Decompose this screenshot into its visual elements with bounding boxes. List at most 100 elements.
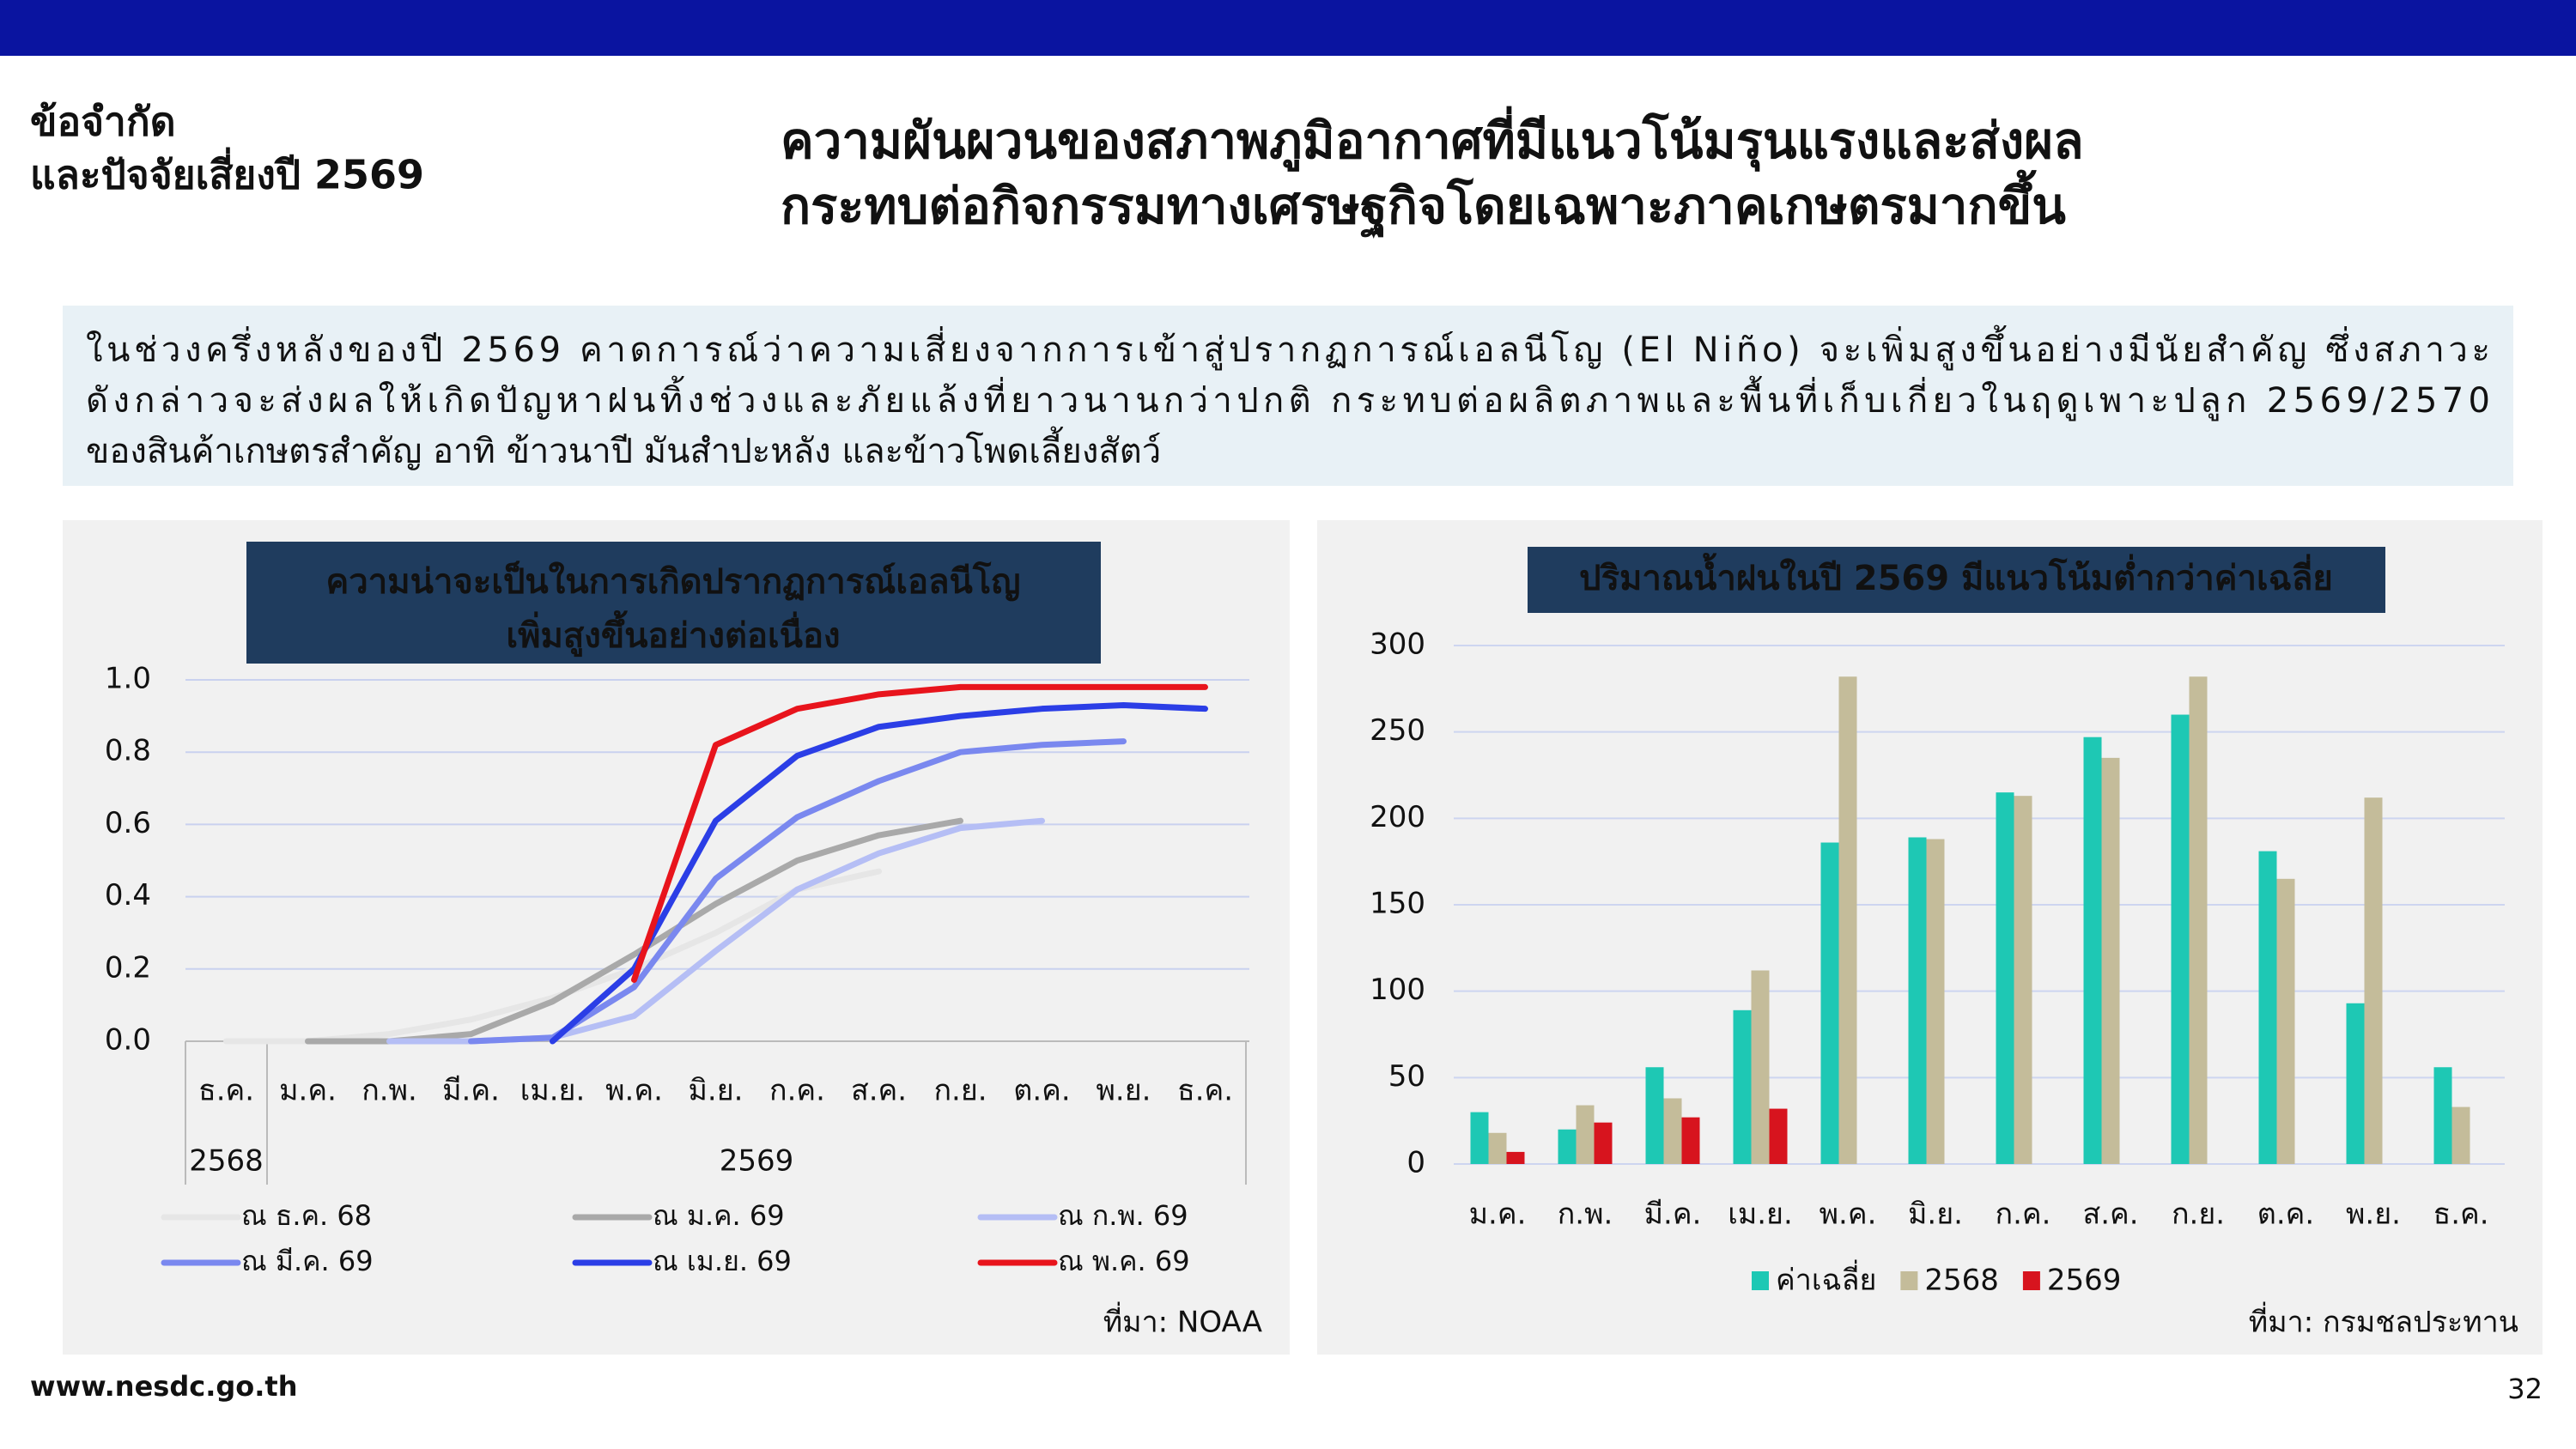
x-group-label: 2568 bbox=[189, 1144, 264, 1179]
chart-source: ที่มา: กรมชลประทาน bbox=[2249, 1302, 2518, 1340]
summary-line: ของสินค้าเกษตรสำคัญ อาทิ ข้าวนาปี มันสำป… bbox=[86, 426, 1161, 471]
bar bbox=[2451, 1106, 2470, 1164]
y-tick-label: 0.0 bbox=[105, 1023, 151, 1058]
bar bbox=[2276, 878, 2295, 1164]
x-tick-label: พ.ค. bbox=[605, 1074, 663, 1108]
x-tick-label: ก.ย. bbox=[933, 1074, 987, 1108]
bar bbox=[1558, 1129, 1577, 1164]
footer-url: www.nesdc.go.th bbox=[30, 1370, 297, 1403]
legend-label: ณ ธ.ค. 68 bbox=[241, 1199, 372, 1232]
bar bbox=[2171, 714, 2190, 1164]
left-title-box bbox=[246, 542, 1101, 664]
bar bbox=[1996, 792, 2014, 1164]
slide-title: ความผันผวนของสภาพภูมิอากาศที่มีแนวโน้มรุ… bbox=[781, 106, 2084, 173]
x-tick-label: ธ.ค. bbox=[198, 1074, 254, 1108]
legend-swatch bbox=[1900, 1271, 1918, 1290]
bar bbox=[1769, 1108, 1788, 1164]
bar bbox=[1908, 837, 1927, 1164]
y-tick-label: 100 bbox=[1370, 973, 1425, 1007]
x-tick-label: เม.ย. bbox=[520, 1074, 586, 1108]
bar bbox=[1663, 1098, 1682, 1164]
bar bbox=[1594, 1122, 1613, 1164]
x-tick-label: ต.ค. bbox=[2257, 1197, 2314, 1232]
x-tick-label: ม.ค. bbox=[279, 1074, 337, 1108]
x-tick-label: เม.ย. bbox=[1728, 1197, 1793, 1232]
y-tick-label: 250 bbox=[1370, 713, 1425, 748]
legend-label: 2569 bbox=[2047, 1264, 2122, 1298]
y-tick-label: 0.8 bbox=[105, 734, 151, 768]
chart-title: เพิ่มสูงขึ้นอย่างต่อเนื่อง bbox=[506, 610, 840, 657]
bar bbox=[2346, 1003, 2365, 1164]
legend-label: ณ มี.ค. 69 bbox=[241, 1245, 374, 1277]
bar bbox=[1488, 1132, 1507, 1164]
x-tick-label: มี.ค. bbox=[1644, 1197, 1702, 1232]
bar bbox=[1506, 1151, 1525, 1164]
summary-box bbox=[63, 306, 2513, 486]
y-tick-label: 300 bbox=[1370, 627, 1425, 662]
x-tick-label: ก.ค. bbox=[769, 1074, 825, 1108]
x-tick-label: ก.พ. bbox=[1558, 1197, 1613, 1232]
y-tick-label: 0.4 bbox=[105, 878, 151, 912]
y-tick-label: 200 bbox=[1370, 800, 1425, 834]
y-tick-label: 0.2 bbox=[105, 950, 151, 985]
summary-line: ดังกล่าวจะส่งผลให้เกิดปัญหาฝนทิ้งช่วงและ… bbox=[86, 375, 2490, 421]
bar bbox=[2014, 796, 2032, 1164]
top-band bbox=[0, 0, 2576, 56]
x-tick-label: มิ.ย. bbox=[689, 1074, 744, 1108]
x-tick-label: ม.ค. bbox=[1469, 1197, 1527, 1232]
y-tick-label: 50 bbox=[1388, 1059, 1425, 1094]
bar bbox=[2101, 757, 2120, 1164]
x-tick-label: ธ.ค. bbox=[1177, 1074, 1233, 1108]
legend-swatch bbox=[1752, 1271, 1769, 1290]
x-tick-label: ต.ค. bbox=[1013, 1074, 1070, 1108]
x-tick-label: ธ.ค. bbox=[2433, 1197, 2488, 1232]
y-tick-label: 0.6 bbox=[105, 806, 151, 840]
legend-label: ณ ม.ค. 69 bbox=[653, 1199, 785, 1232]
bar bbox=[1470, 1112, 1489, 1164]
x-tick-label: พ.ย. bbox=[1097, 1074, 1151, 1108]
bar bbox=[1576, 1105, 1595, 1164]
chart-title: ความน่าจะเป็นในการเกิดปรากฏการณ์เอลนีโญ bbox=[326, 560, 1021, 602]
series-line bbox=[631, 683, 1208, 983]
y-tick-label: 150 bbox=[1370, 887, 1425, 921]
right-title-box bbox=[1528, 547, 2385, 613]
x-tick-label: ก.ย. bbox=[2172, 1197, 2225, 1232]
legend-label: ณ ก.พ. 69 bbox=[1058, 1199, 1188, 1232]
legend-label: ณ เม.ย. 69 bbox=[653, 1245, 792, 1277]
chart-source: ที่มา: NOAA bbox=[1103, 1302, 1262, 1340]
bar bbox=[1838, 676, 1857, 1164]
bar bbox=[1733, 1009, 1752, 1164]
bar bbox=[2364, 797, 2383, 1164]
chart-title: ปริมาณน้ำฝนในปี 2569 มีแนวโน้มต่ำกว่าค่า… bbox=[1579, 553, 2333, 598]
legend-swatch bbox=[2022, 1271, 2040, 1290]
x-tick-label: พ.ค. bbox=[1820, 1197, 1877, 1232]
bar bbox=[2258, 851, 2277, 1164]
x-tick-label: ก.พ. bbox=[361, 1074, 417, 1108]
x-group-label: 2569 bbox=[720, 1144, 794, 1179]
section-label: และปัจจัยเสี่ยงปี 2569 bbox=[30, 148, 424, 198]
slide-title: กระทบต่อกิจกรรมทางเศรษฐกิจโดยเฉพาะภาคเกษ… bbox=[781, 170, 2066, 239]
legend-label: ณ พ.ค. 69 bbox=[1058, 1245, 1190, 1277]
y-tick-label: 0 bbox=[1406, 1146, 1425, 1180]
bar bbox=[1751, 970, 1770, 1164]
y-tick-label: 1.0 bbox=[105, 662, 151, 696]
bar bbox=[2083, 737, 2102, 1164]
x-tick-label: ส.ค. bbox=[851, 1074, 907, 1108]
bar bbox=[1645, 1067, 1664, 1164]
x-tick-label: ก.ค. bbox=[1996, 1197, 2051, 1232]
bar bbox=[1926, 839, 1945, 1164]
x-tick-label: มิ.ย. bbox=[1908, 1197, 1963, 1232]
summary-line: ในช่วงครึ่งหลังของปี 2569 คาดการณ์ว่าควา… bbox=[86, 324, 2490, 370]
series-line bbox=[550, 701, 1208, 1045]
bar bbox=[1681, 1117, 1700, 1164]
bar bbox=[2433, 1067, 2452, 1164]
x-tick-label: พ.ย. bbox=[2346, 1197, 2401, 1232]
bar bbox=[2189, 676, 2208, 1164]
x-tick-label: ส.ค. bbox=[2082, 1197, 2138, 1232]
bar bbox=[1820, 842, 1839, 1164]
section-label: ข้อจำกัด bbox=[30, 99, 176, 145]
legend-label: ค่าเฉลี่ย bbox=[1776, 1260, 1876, 1298]
legend-label: 2568 bbox=[1924, 1264, 1999, 1298]
page-number: 32 bbox=[2507, 1373, 2543, 1405]
